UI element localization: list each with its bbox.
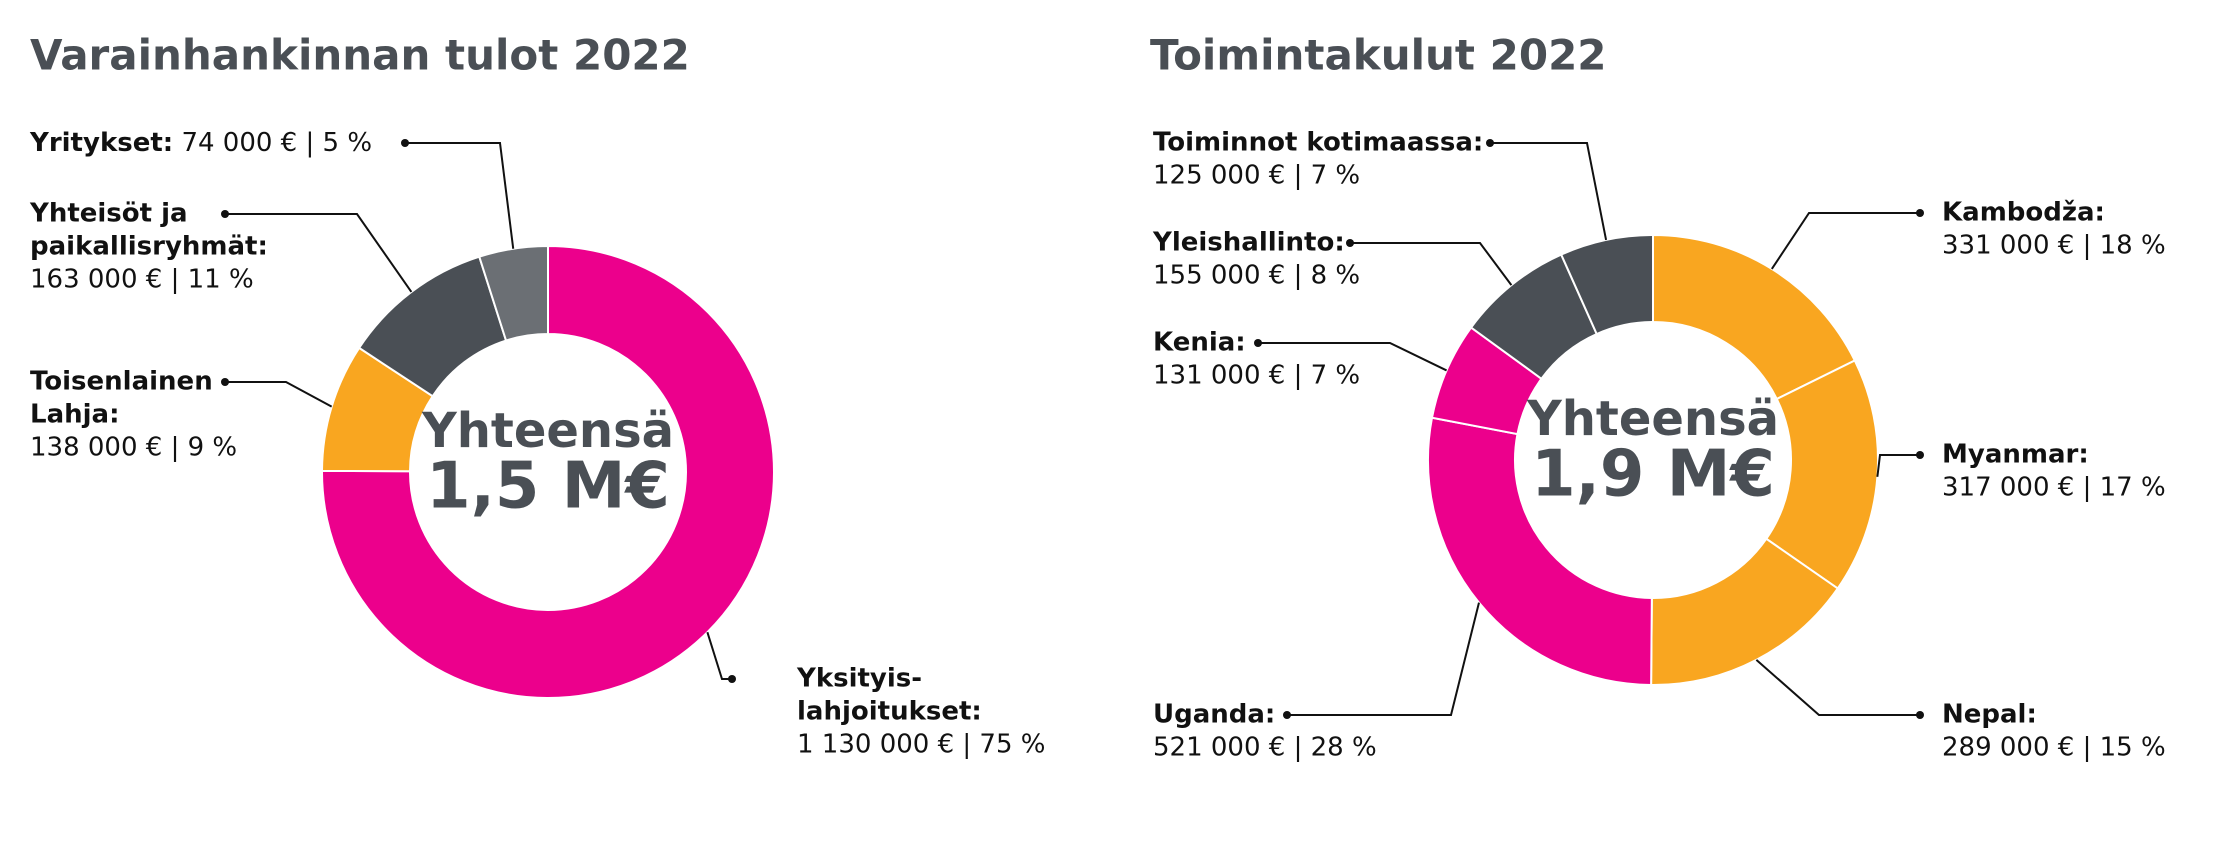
category-name: Myanmar:	[1942, 440, 2089, 470]
chart-title: Varainhankinnan tulot 2022	[30, 31, 690, 80]
leader-line	[1350, 242, 1513, 286]
leader-line	[405, 142, 515, 249]
category-name: Kambodža:	[1942, 198, 2105, 228]
value-label: 155 000 € | 8 %	[1153, 261, 1360, 291]
leader-line	[1770, 212, 1920, 270]
category-name: lahjoitukset:	[797, 697, 982, 727]
value-label: 289 000 € | 15 %	[1942, 733, 2166, 763]
leader-dot	[1916, 451, 1924, 459]
center-label: Yhteensä	[1526, 391, 1779, 447]
leader-line	[1755, 659, 1920, 716]
leader-dot	[1346, 239, 1354, 247]
value-label: 138 000 € | 9 %	[30, 433, 237, 463]
category-name: Toiminnot kotimaassa:	[1153, 128, 1483, 158]
category-name: Nepal:	[1942, 700, 2037, 730]
leader-dot	[221, 378, 229, 386]
total-label: 1,5 M€	[426, 450, 670, 524]
value-label: 74 000 € | 5 %	[181, 128, 372, 158]
category-name: Toisenlainen	[30, 367, 213, 397]
leader-line	[1876, 454, 1920, 477]
leader-dot	[1486, 139, 1494, 147]
value-label: 1 130 000 € | 75 %	[797, 730, 1045, 760]
leader-dot	[1916, 209, 1924, 217]
category-name: Yritykset:	[29, 128, 173, 158]
category-name: Yksityis-	[796, 664, 922, 694]
slice-label: Yritykset: 74 000 € | 5 %	[29, 128, 372, 158]
leader-dot	[221, 210, 229, 218]
leader-line	[225, 381, 333, 408]
leader-line	[1490, 142, 1608, 241]
center-label: Yhteensä	[421, 403, 674, 459]
leader-line	[706, 631, 732, 680]
category-name: Lahja:	[30, 400, 119, 430]
leader-line	[1258, 342, 1448, 372]
donut-slice	[320, 244, 775, 699]
donut-slice	[478, 244, 549, 342]
value-label: 317 000 € | 17 %	[1942, 473, 2166, 503]
category-name: paikallisryhmät:	[30, 232, 268, 262]
leader-dot	[728, 675, 736, 683]
category-name: Yleishallinto:	[1152, 228, 1345, 258]
leader-dot	[401, 139, 409, 147]
chart-title: Toimintakulut 2022	[1150, 31, 1607, 80]
value-label: 131 000 € | 7 %	[1153, 361, 1360, 391]
donut-slice	[1427, 416, 1653, 687]
donut-slice	[1559, 233, 1654, 336]
total-label: 1,9 M€	[1531, 438, 1775, 512]
leader-dot	[1916, 711, 1924, 719]
value-label: 163 000 € | 11 %	[30, 265, 254, 295]
leader-line	[1287, 602, 1480, 716]
category-name: Kenia:	[1153, 328, 1246, 358]
leader-dot	[1283, 711, 1291, 719]
value-label: 521 000 € | 28 %	[1153, 733, 1377, 763]
donut-slice	[1652, 233, 1857, 401]
value-label: 331 000 € | 18 %	[1942, 231, 2166, 261]
leader-line	[225, 213, 413, 293]
category-name: Uganda:	[1153, 700, 1275, 730]
value-label: 125 000 € | 7 %	[1153, 161, 1360, 191]
leader-dot	[1254, 339, 1262, 347]
category-name: Yhteisöt ja	[29, 199, 188, 229]
